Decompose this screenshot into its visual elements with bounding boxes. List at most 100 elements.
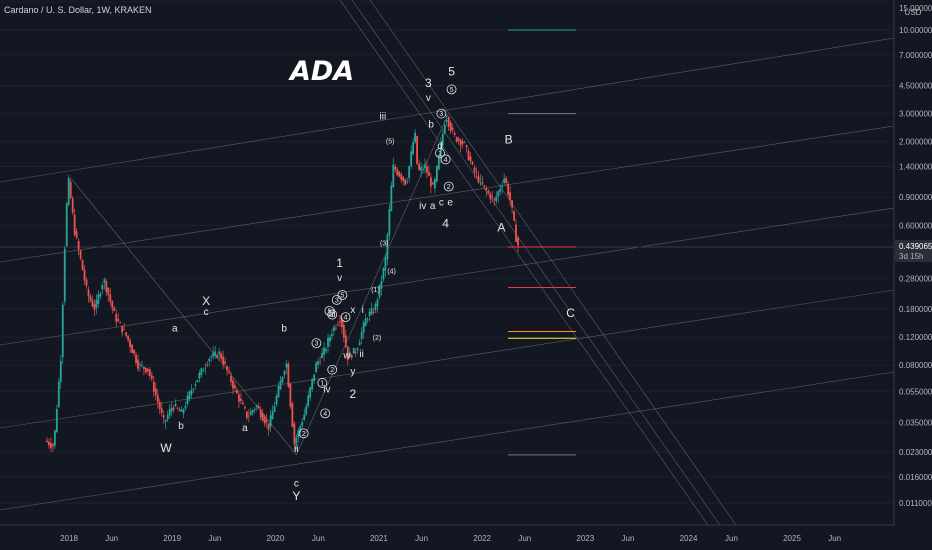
wave-label: b xyxy=(178,421,184,432)
candle-body xyxy=(457,138,460,141)
candle-body xyxy=(121,325,124,333)
grid xyxy=(0,1,894,504)
circled-wave-label: 2 xyxy=(302,431,306,438)
candle-body xyxy=(53,430,56,446)
candle-body xyxy=(81,260,84,271)
candle-body xyxy=(396,169,399,175)
candle-body xyxy=(293,423,296,445)
candle-body xyxy=(113,307,116,312)
candle-body xyxy=(158,401,161,410)
candle-body xyxy=(289,383,292,407)
wave-label: B xyxy=(505,133,513,147)
candle-body xyxy=(336,324,339,326)
candle-body xyxy=(160,408,163,413)
candle-body xyxy=(410,151,413,167)
circled-label-ring xyxy=(331,295,342,305)
candle-body xyxy=(366,319,369,320)
candle-body xyxy=(273,406,276,412)
candle-body xyxy=(477,175,480,183)
trend-line xyxy=(296,114,449,455)
candle-body xyxy=(319,361,321,363)
candle-body xyxy=(59,360,62,382)
candle-body xyxy=(184,406,187,409)
wave-label: b xyxy=(428,120,434,131)
trend-line xyxy=(351,0,721,526)
candle-body xyxy=(188,391,191,400)
candle-body xyxy=(420,166,422,171)
x-tick-label: Jun xyxy=(518,534,531,543)
y-tick-label: 0.080000 xyxy=(899,361,932,370)
circled-label-ring xyxy=(435,148,445,158)
channel-line xyxy=(0,371,895,511)
circled-wave-label: 5 xyxy=(327,308,331,315)
x-tick-label: 2023 xyxy=(576,534,594,543)
countdown-label: 3d 15h xyxy=(899,252,923,261)
candle-body xyxy=(350,355,353,358)
candle-body xyxy=(230,375,232,382)
candle-body xyxy=(91,300,94,307)
candle-body xyxy=(194,384,197,386)
candle-body xyxy=(87,289,90,297)
circled-label-ring xyxy=(446,84,457,95)
candle-body xyxy=(107,287,110,295)
time-axis[interactable]: 2018 Jun 2019 Jun 2020 Jun 2021 Jun 2022 Jun 2023 J… xyxy=(60,534,841,543)
candle-body xyxy=(224,361,226,364)
wave-label: 4 xyxy=(442,217,449,231)
candle-body xyxy=(109,294,112,302)
x-tick-label: 2018 xyxy=(60,534,78,543)
channel-line xyxy=(0,289,895,429)
wave-label: b xyxy=(281,324,287,335)
candle-body xyxy=(333,327,335,332)
candle-body xyxy=(483,184,486,187)
candle-body xyxy=(57,381,60,407)
candle-body xyxy=(240,398,242,401)
wave-label: a xyxy=(172,324,178,335)
wave-label: C xyxy=(566,306,575,320)
candle-body xyxy=(182,409,185,414)
candle-body xyxy=(93,304,96,310)
candle-body xyxy=(75,231,78,238)
candle-body xyxy=(344,335,347,348)
candle-body xyxy=(295,437,298,444)
candle-body xyxy=(236,389,238,394)
candle-body xyxy=(218,351,221,355)
wave-label: ii xyxy=(359,349,363,360)
circled-label-ring xyxy=(440,154,451,165)
candle-body xyxy=(180,409,183,412)
candle-body xyxy=(388,209,391,236)
channel-lines xyxy=(0,0,895,526)
wave-label: Y xyxy=(292,489,300,503)
x-tick-label: Jun xyxy=(105,534,118,543)
circled-wave-label: 4 xyxy=(444,157,448,164)
y-tick-label: 0.280000 xyxy=(899,274,932,283)
x-tick-label: 2025 xyxy=(783,534,801,543)
candle-body xyxy=(511,200,513,208)
circled-wave-label: 4 xyxy=(344,315,348,322)
x-tick-label: 2024 xyxy=(680,534,698,543)
x-tick-label: 2022 xyxy=(473,534,491,543)
candle-body xyxy=(48,441,50,446)
candle-body xyxy=(370,308,373,315)
x-tick-label: Jun xyxy=(622,534,635,543)
candle-body xyxy=(439,142,442,158)
wave-label: d xyxy=(437,141,443,152)
candle-body xyxy=(329,336,331,342)
candle-body xyxy=(441,133,444,146)
candle-body xyxy=(46,440,48,442)
candle-body xyxy=(287,363,290,388)
candle-body xyxy=(356,348,359,351)
x-tick-label: 2021 xyxy=(370,534,388,543)
wave-label: w xyxy=(342,351,351,362)
candle-body xyxy=(206,364,209,366)
wave-label: W xyxy=(160,441,172,455)
candle-body xyxy=(513,211,515,221)
x-tick-label: Jun xyxy=(725,534,738,543)
y-tick-label: 15.000000 xyxy=(899,4,932,13)
circled-wave-label: 5 xyxy=(340,293,344,300)
candle-body xyxy=(192,389,195,390)
candle-body xyxy=(186,395,189,404)
circled-wave-label: 2 xyxy=(447,184,451,191)
